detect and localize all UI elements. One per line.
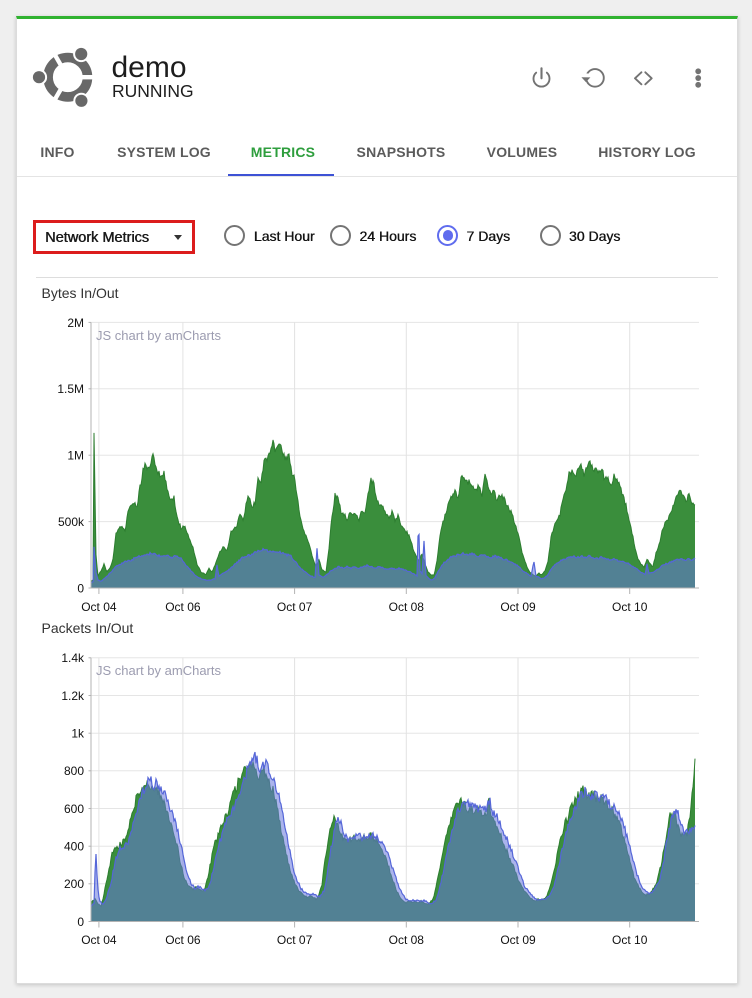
svg-text:JS chart by amCharts: JS chart by amCharts [96, 663, 221, 678]
svg-text:0: 0 [77, 581, 84, 595]
svg-text:Oct 07: Oct 07 [277, 933, 313, 947]
svg-text:Oct 06: Oct 06 [165, 933, 201, 947]
svg-text:1M: 1M [67, 449, 84, 463]
svg-text:200: 200 [64, 877, 84, 891]
svg-text:400: 400 [64, 840, 84, 854]
svg-text:1.5M: 1.5M [57, 382, 84, 396]
svg-text:Oct 04: Oct 04 [81, 933, 117, 947]
svg-text:Oct 08: Oct 08 [389, 933, 425, 947]
svg-text:Oct 08: Oct 08 [389, 600, 425, 614]
svg-text:Oct 04: Oct 04 [81, 600, 117, 614]
svg-text:Oct 10: Oct 10 [612, 600, 648, 614]
svg-text:0: 0 [77, 915, 84, 929]
svg-text:800: 800 [64, 764, 84, 778]
svg-text:Oct 09: Oct 09 [500, 600, 536, 614]
svg-text:600: 600 [64, 802, 84, 816]
svg-text:Oct 09: Oct 09 [500, 933, 536, 947]
svg-text:JS chart by amCharts: JS chart by amCharts [96, 328, 221, 343]
svg-text:1.4k: 1.4k [61, 651, 85, 665]
svg-text:Oct 07: Oct 07 [277, 600, 313, 614]
svg-text:1k: 1k [71, 727, 85, 741]
svg-text:Oct 06: Oct 06 [165, 600, 201, 614]
svg-text:Oct 10: Oct 10 [612, 933, 648, 947]
svg-text:2M: 2M [67, 316, 84, 330]
svg-text:1.2k: 1.2k [61, 689, 85, 703]
svg-text:500k: 500k [58, 515, 85, 529]
